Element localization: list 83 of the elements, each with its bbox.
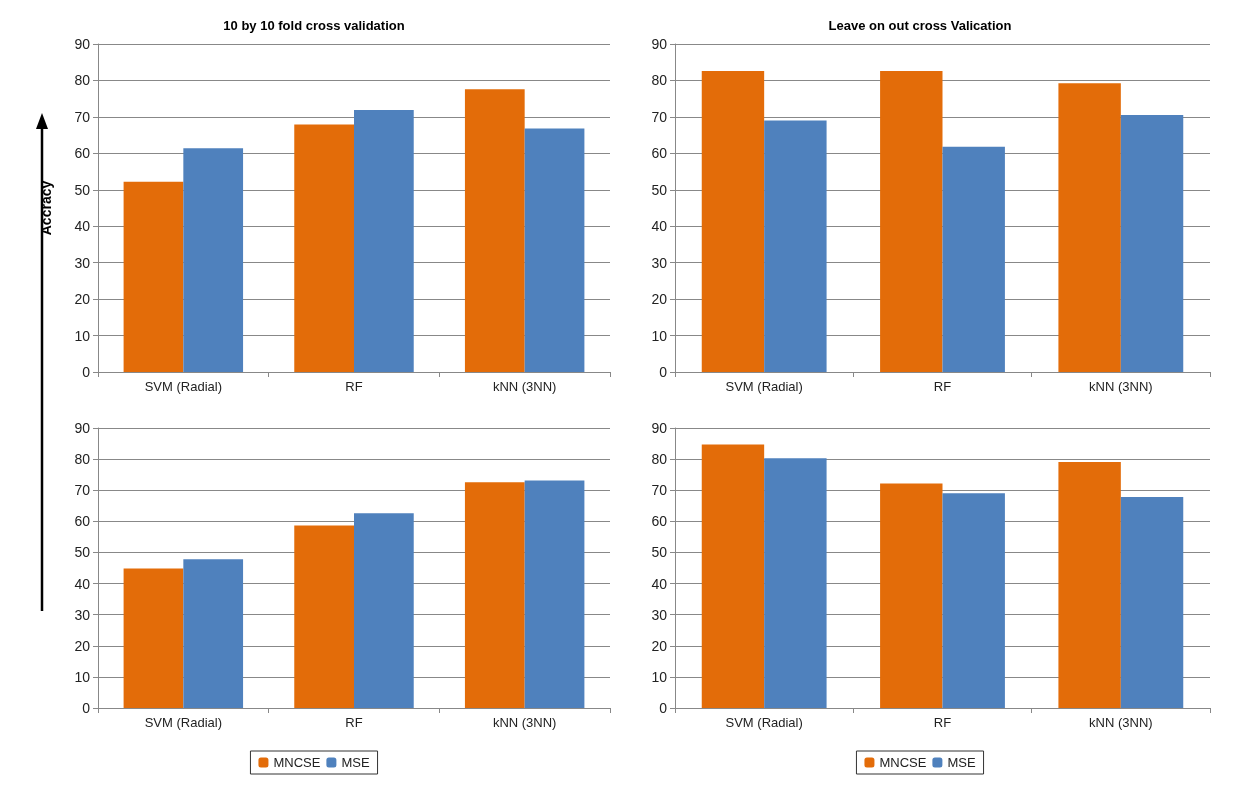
legend-label: MNCSE bbox=[273, 755, 321, 770]
bar bbox=[183, 559, 244, 708]
bar bbox=[464, 482, 525, 708]
chart-title: 10 by 10 fold cross validation bbox=[223, 18, 405, 33]
y-tick-label: 0 bbox=[659, 700, 668, 716]
x-tick-label: SVM (Radial) bbox=[725, 379, 803, 394]
y-tick-label: 90 bbox=[651, 36, 668, 52]
y-tick-label: 20 bbox=[74, 637, 91, 654]
bar bbox=[464, 89, 525, 372]
y-axis-title: Accracy bbox=[38, 180, 54, 236]
y-tick-label: 50 bbox=[651, 544, 668, 561]
y-tick-label: 0 bbox=[659, 364, 668, 380]
bar bbox=[880, 70, 943, 372]
bar bbox=[880, 483, 943, 708]
x-tick-label: kNN (3NN) bbox=[1089, 715, 1153, 730]
bar bbox=[354, 513, 414, 708]
y-tick-label: 70 bbox=[651, 108, 668, 125]
legend-label: MSE bbox=[341, 755, 370, 770]
y-tick-label: 50 bbox=[74, 181, 91, 198]
y-tick-label: 30 bbox=[74, 254, 91, 271]
y-tick-label: 10 bbox=[74, 327, 91, 344]
y-tick-label: 10 bbox=[651, 327, 668, 344]
x-tick-label: RF bbox=[345, 715, 363, 730]
bar bbox=[1058, 461, 1121, 708]
x-tick-label: kNN (3NN) bbox=[492, 379, 557, 394]
y-tick-label: 80 bbox=[651, 72, 668, 89]
x-tick-label: SVM (Radial) bbox=[144, 715, 222, 730]
y-tick-label: 30 bbox=[651, 254, 668, 271]
bar bbox=[524, 128, 585, 372]
bar bbox=[294, 525, 354, 708]
y-tick-label: 60 bbox=[74, 145, 91, 162]
bar bbox=[354, 109, 414, 372]
y-tick-label: 60 bbox=[74, 513, 91, 530]
legend-label: MNCSE bbox=[879, 755, 927, 770]
y-tick-label: 60 bbox=[651, 513, 668, 530]
bar bbox=[942, 146, 1005, 372]
x-tick-label: SVM (Radial) bbox=[144, 379, 222, 394]
y-tick-label: 10 bbox=[651, 668, 668, 685]
y-tick-label: 40 bbox=[651, 218, 668, 235]
y-tick-label: 80 bbox=[651, 451, 668, 468]
bar bbox=[524, 480, 585, 708]
y-tick-label: 90 bbox=[651, 420, 668, 436]
bar bbox=[701, 444, 765, 708]
legend-label: MSE bbox=[947, 755, 976, 770]
bar bbox=[764, 458, 827, 708]
y-tick-label: 20 bbox=[74, 291, 91, 308]
bar bbox=[701, 70, 765, 372]
x-tick-label: SVM (Radial) bbox=[725, 715, 803, 730]
y-tick-label: 50 bbox=[651, 181, 668, 198]
y-tick-label: 90 bbox=[74, 420, 91, 436]
x-tick-label: kNN (3NN) bbox=[492, 715, 557, 730]
bar bbox=[183, 148, 244, 372]
y-tick-label: 70 bbox=[74, 108, 91, 125]
y-tick-label: 20 bbox=[651, 637, 668, 654]
bar bbox=[942, 493, 1005, 708]
chart-title: Leave on out cross Valication bbox=[828, 18, 1012, 33]
x-tick-label: kNN (3NN) bbox=[1089, 379, 1153, 394]
y-tick-label: 70 bbox=[651, 482, 668, 499]
bar bbox=[1058, 83, 1121, 372]
y-tick-label: 20 bbox=[651, 291, 668, 308]
y-tick-label: 40 bbox=[651, 575, 668, 592]
bar bbox=[123, 568, 184, 708]
bar bbox=[1120, 497, 1184, 708]
y-tick-label: 30 bbox=[74, 606, 91, 623]
y-tick-label: 40 bbox=[74, 575, 91, 592]
bar bbox=[764, 120, 827, 372]
x-tick-label: RF bbox=[345, 379, 363, 394]
y-tick-label: 0 bbox=[82, 700, 91, 716]
y-tick-label: 40 bbox=[74, 218, 91, 235]
y-tick-label: 80 bbox=[74, 72, 91, 89]
y-tick-label: 60 bbox=[651, 145, 668, 162]
y-tick-label: 0 bbox=[82, 364, 91, 380]
x-tick-label: RF bbox=[933, 715, 952, 730]
bar bbox=[123, 181, 184, 372]
y-tick-label: 30 bbox=[651, 606, 668, 623]
x-tick-label: RF bbox=[933, 379, 952, 394]
y-tick-label: 50 bbox=[74, 544, 91, 561]
bar bbox=[1120, 115, 1184, 372]
y-tick-label: 70 bbox=[74, 482, 91, 499]
y-tick-label: 80 bbox=[74, 451, 91, 468]
y-tick-label: 90 bbox=[74, 36, 91, 52]
bar bbox=[294, 124, 354, 372]
y-tick-label: 10 bbox=[74, 668, 91, 685]
